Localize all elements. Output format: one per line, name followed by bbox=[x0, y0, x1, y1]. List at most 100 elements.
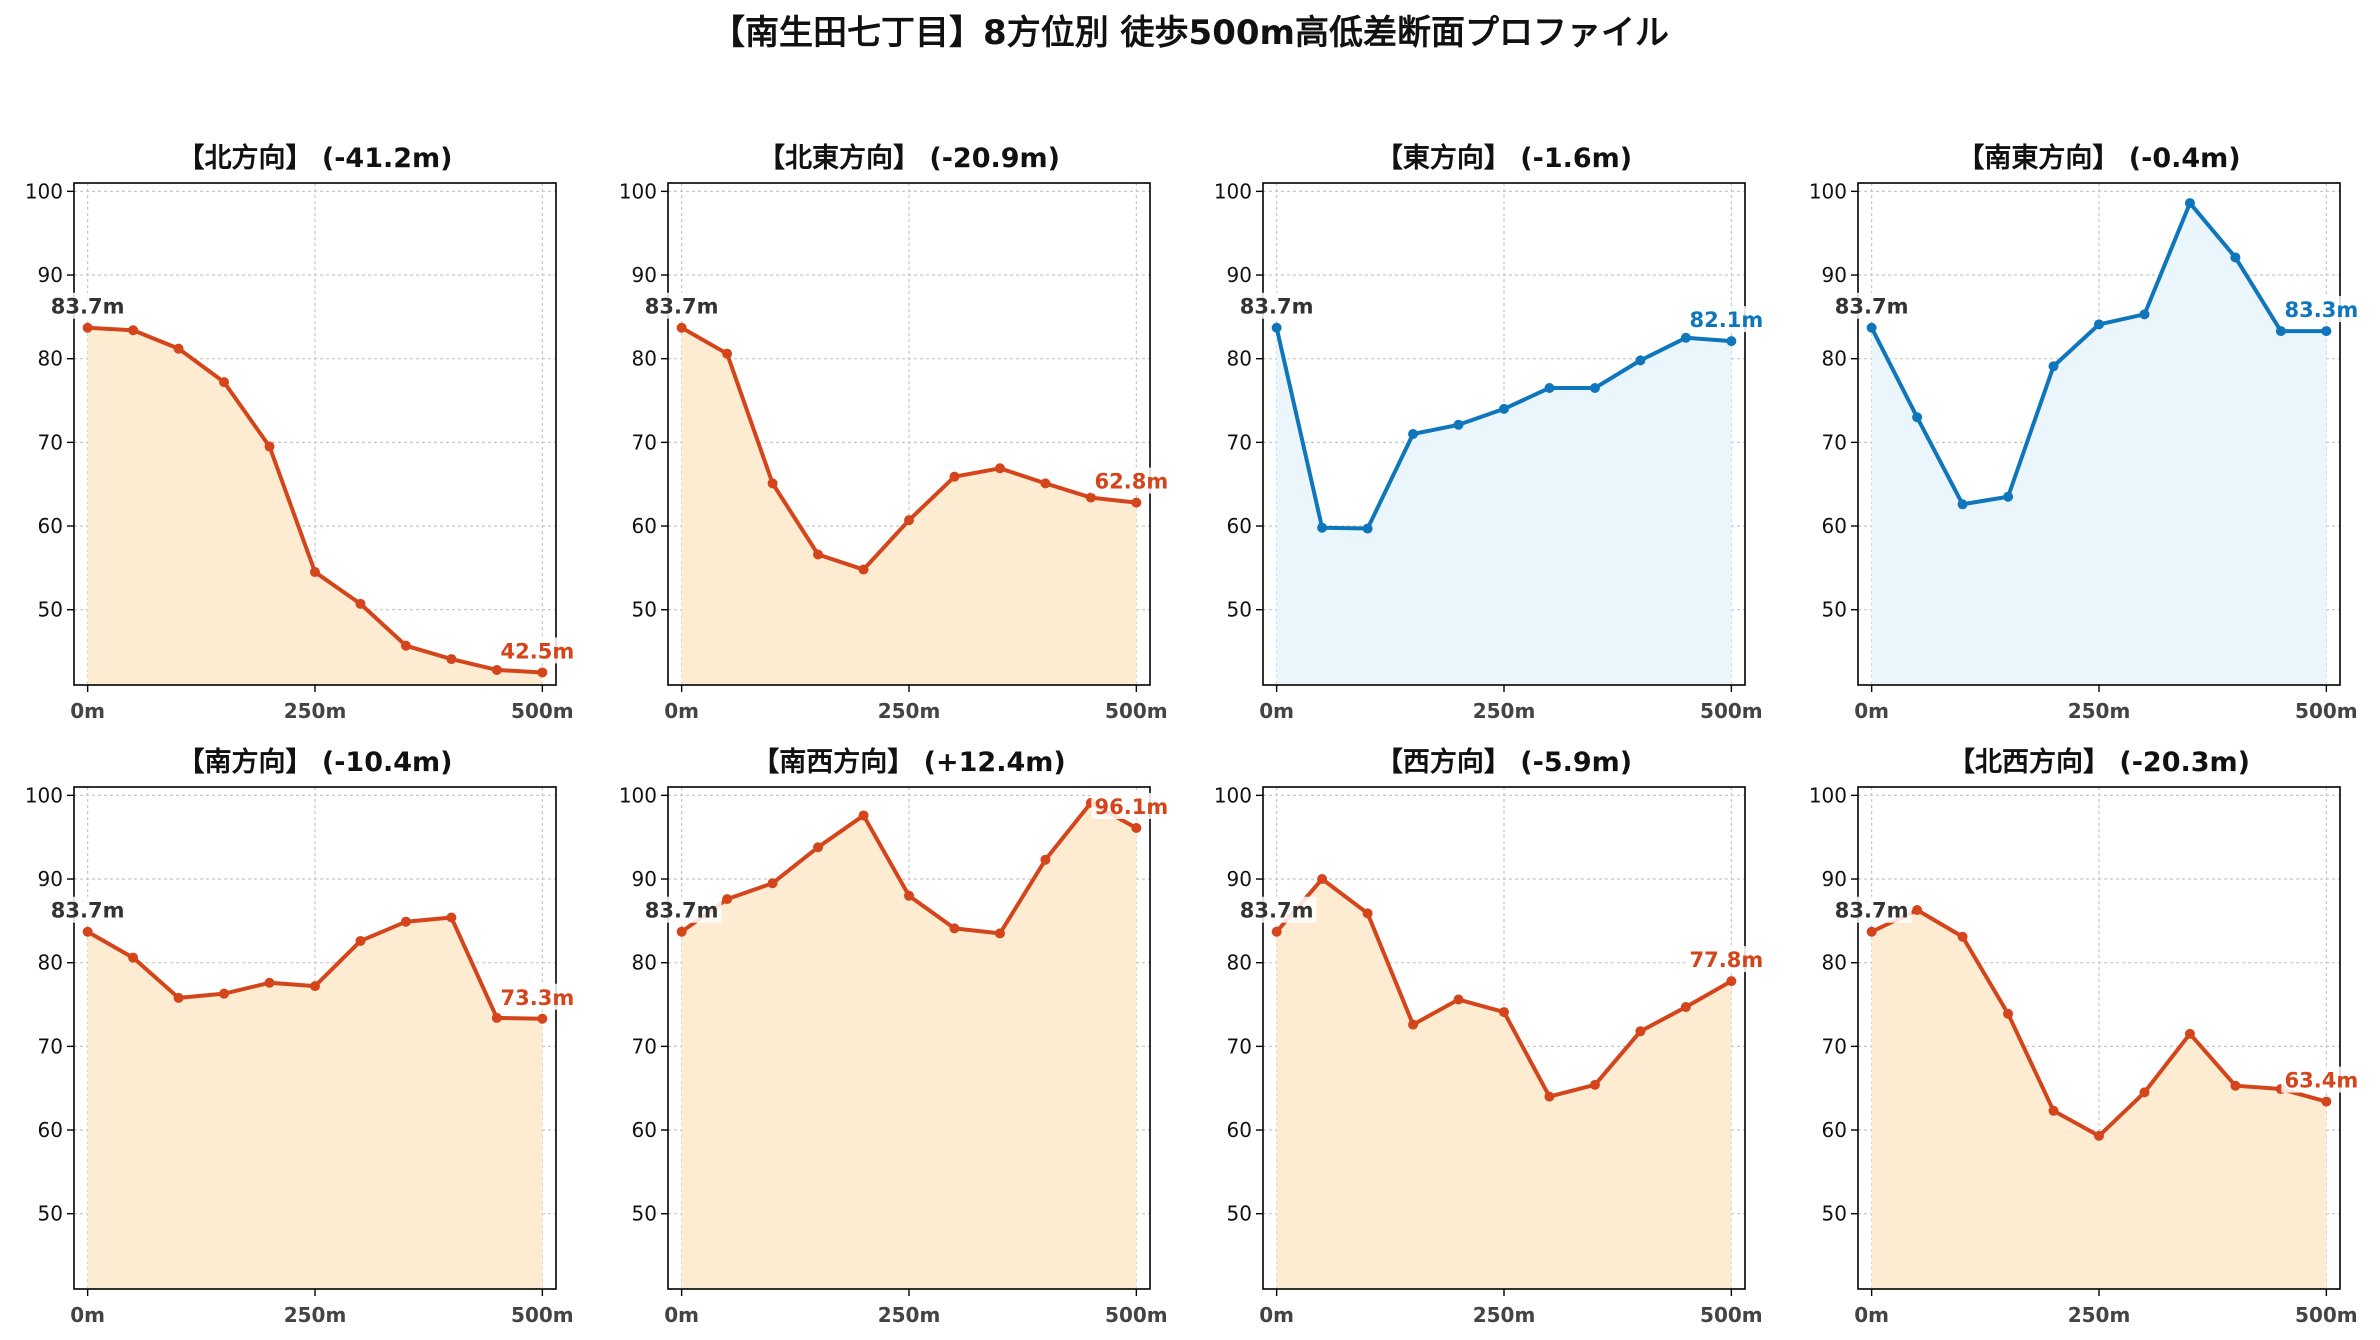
data-point bbox=[355, 935, 366, 946]
profile-panel: 【南西方向】 (+12.4m) 50 60 70 80 90 100 0m 250m 500m 83… bbox=[619, 746, 1172, 1327]
y-tick-label: 100 bbox=[1809, 179, 1847, 203]
elevation-area bbox=[1276, 327, 1732, 685]
x-tick-label: 250m bbox=[284, 1303, 347, 1327]
y-tick-label: 60 bbox=[38, 1118, 63, 1142]
x-tick-label: 250m bbox=[2068, 699, 2131, 723]
y-tick-label: 60 bbox=[1227, 514, 1252, 538]
end-label-bg bbox=[497, 983, 578, 1010]
data-point bbox=[1271, 926, 1282, 937]
data-point bbox=[173, 343, 184, 354]
data-point bbox=[491, 1012, 502, 1023]
start-elevation-label: 83.7m bbox=[51, 295, 125, 319]
y-tick-label: 70 bbox=[1822, 1034, 1847, 1058]
panel-title: 【南方向】 (-10.4m) bbox=[177, 746, 452, 778]
y-tick-label: 100 bbox=[25, 179, 63, 203]
start-elevation-label: 83.7m bbox=[51, 899, 125, 923]
data-point bbox=[400, 916, 411, 927]
end-elevation-label: 62.8m bbox=[1095, 470, 1169, 494]
data-point bbox=[904, 515, 914, 526]
data-point bbox=[1635, 355, 1646, 366]
y-tick-label: 90 bbox=[1227, 867, 1252, 891]
data-point bbox=[1544, 1091, 1555, 1102]
y-tick-label: 60 bbox=[1227, 1118, 1252, 1142]
panel-title: 【北方向】 (-41.2m) bbox=[177, 142, 452, 174]
start-elevation-label: 83.7m bbox=[1240, 899, 1314, 923]
y-tick-label: 50 bbox=[38, 598, 63, 622]
x-tick-label: 250m bbox=[1473, 1303, 1536, 1327]
y-tick-label: 80 bbox=[1227, 347, 1252, 371]
x-tick-label: 0m bbox=[664, 699, 699, 723]
profile-panel: 【南方向】 (-10.4m) 50 60 70 80 90 100 0m 250m 500m 83.… bbox=[25, 746, 578, 1327]
end-label-bg bbox=[2281, 296, 2362, 323]
y-tick-label: 50 bbox=[1227, 1202, 1252, 1226]
x-tick-label: 0m bbox=[1259, 699, 1294, 723]
data-point bbox=[1271, 322, 1282, 333]
start-elevation-label: 83.7m bbox=[1835, 899, 1909, 923]
data-point bbox=[1589, 1079, 1600, 1090]
data-point bbox=[446, 654, 457, 665]
data-point bbox=[1040, 478, 1051, 489]
y-tick-label: 60 bbox=[632, 1118, 657, 1142]
data-point bbox=[537, 667, 548, 678]
data-point bbox=[2003, 1008, 2014, 1019]
y-tick-label: 50 bbox=[632, 598, 657, 622]
data-point bbox=[1453, 419, 1464, 430]
elevation-area bbox=[1871, 203, 2327, 685]
data-point bbox=[1499, 1007, 1509, 1018]
data-point bbox=[1362, 523, 1373, 534]
y-tick-label: 100 bbox=[1809, 783, 1847, 807]
elevation-area bbox=[1276, 879, 1732, 1289]
x-tick-label: 500m bbox=[511, 1303, 574, 1327]
y-tick-label: 80 bbox=[632, 951, 657, 975]
x-tick-label: 500m bbox=[1105, 699, 1168, 723]
elevation-area bbox=[681, 802, 1137, 1289]
y-tick-label: 80 bbox=[1822, 951, 1847, 975]
data-point bbox=[2321, 1096, 2332, 1107]
y-tick-label: 50 bbox=[1227, 598, 1252, 622]
x-tick-label: 250m bbox=[284, 699, 347, 723]
data-point bbox=[128, 325, 139, 336]
y-tick-label: 60 bbox=[1822, 1118, 1847, 1142]
data-point bbox=[1680, 1002, 1691, 1013]
y-tick-label: 80 bbox=[1822, 347, 1847, 371]
y-tick-label: 70 bbox=[1227, 430, 1252, 454]
data-point bbox=[1544, 382, 1555, 393]
data-point bbox=[994, 463, 1005, 474]
data-point bbox=[1131, 497, 1142, 508]
y-tick-label: 90 bbox=[632, 867, 657, 891]
elevation-area bbox=[87, 327, 543, 685]
x-tick-label: 0m bbox=[1259, 1303, 1294, 1327]
profile-panel: 【北方向】 (-41.2m) 50 60 70 80 90 100 0m 250m 500m 83.… bbox=[25, 142, 578, 723]
data-point bbox=[1866, 926, 1877, 937]
data-point bbox=[82, 322, 93, 333]
end-label-bg bbox=[1091, 467, 1172, 494]
data-point bbox=[1040, 854, 1051, 865]
y-tick-label: 90 bbox=[1227, 263, 1252, 287]
x-tick-label: 0m bbox=[70, 699, 105, 723]
y-tick-label: 90 bbox=[38, 867, 63, 891]
end-elevation-label: 42.5m bbox=[501, 639, 575, 663]
data-point bbox=[1957, 499, 1968, 510]
data-point bbox=[676, 926, 687, 937]
start-elevation-label: 83.7m bbox=[1835, 295, 1909, 319]
x-tick-label: 0m bbox=[70, 1303, 105, 1327]
x-tick-label: 250m bbox=[878, 699, 941, 723]
data-point bbox=[400, 640, 411, 651]
data-point bbox=[767, 878, 778, 889]
x-tick-label: 500m bbox=[511, 699, 574, 723]
end-elevation-label: 73.3m bbox=[501, 986, 575, 1010]
profile-panel: 【東方向】 (-1.6m) 50 60 70 80 90 100 0m 250m 500m 83.7… bbox=[1214, 142, 1767, 723]
y-tick-label: 80 bbox=[632, 347, 657, 371]
profile-panel: 【北東方向】 (-20.9m) 50 60 70 80 90 100 0m 250m 500m 83… bbox=[619, 142, 1172, 723]
y-tick-label: 70 bbox=[38, 430, 63, 454]
start-label-bg bbox=[1831, 896, 1912, 923]
start-label-bg bbox=[641, 896, 722, 923]
data-point bbox=[264, 441, 275, 452]
end-elevation-label: 77.8m bbox=[1690, 948, 1764, 972]
elevation-area bbox=[1871, 909, 2327, 1289]
start-elevation-label: 83.7m bbox=[645, 899, 719, 923]
data-point bbox=[1085, 492, 1096, 503]
data-point bbox=[537, 1013, 548, 1024]
y-tick-label: 60 bbox=[1822, 514, 1847, 538]
